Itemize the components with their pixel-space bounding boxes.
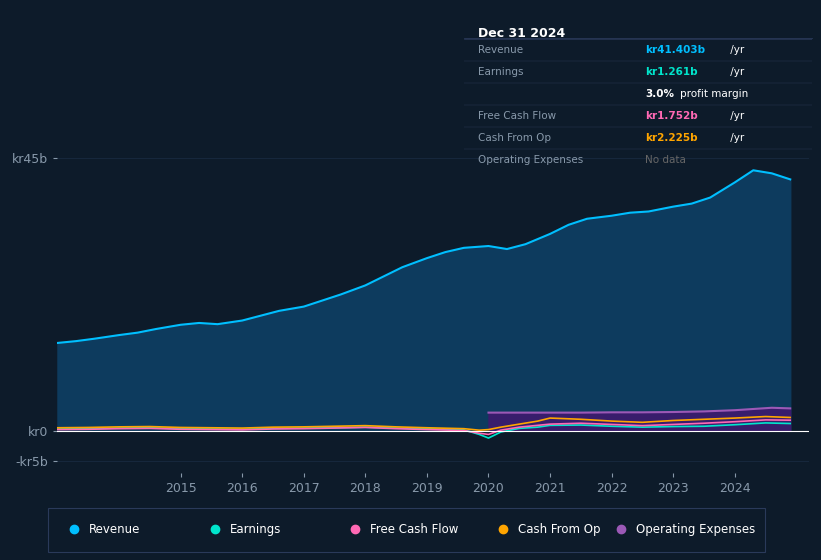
Text: Operating Expenses: Operating Expenses [478, 155, 583, 165]
Text: /yr: /yr [727, 67, 744, 77]
Text: /yr: /yr [727, 111, 744, 121]
Text: Cash From Op: Cash From Op [478, 133, 551, 143]
Text: kr41.403b: kr41.403b [644, 45, 705, 55]
Text: Dec 31 2024: Dec 31 2024 [478, 26, 565, 40]
Text: Revenue: Revenue [478, 45, 523, 55]
Text: /yr: /yr [727, 45, 744, 55]
Text: /yr: /yr [727, 133, 744, 143]
Text: kr1.261b: kr1.261b [644, 67, 698, 77]
Text: Operating Expenses: Operating Expenses [636, 522, 755, 536]
Text: Cash From Op: Cash From Op [518, 522, 600, 536]
Text: kr2.225b: kr2.225b [644, 133, 698, 143]
Text: Earnings: Earnings [478, 67, 523, 77]
Text: 3.0%: 3.0% [644, 89, 674, 99]
Text: Free Cash Flow: Free Cash Flow [369, 522, 458, 536]
Text: No data: No data [644, 155, 686, 165]
Text: Revenue: Revenue [89, 522, 140, 536]
Text: kr1.752b: kr1.752b [644, 111, 698, 121]
Text: Earnings: Earnings [230, 522, 281, 536]
Text: profit margin: profit margin [680, 89, 748, 99]
Text: Free Cash Flow: Free Cash Flow [478, 111, 556, 121]
